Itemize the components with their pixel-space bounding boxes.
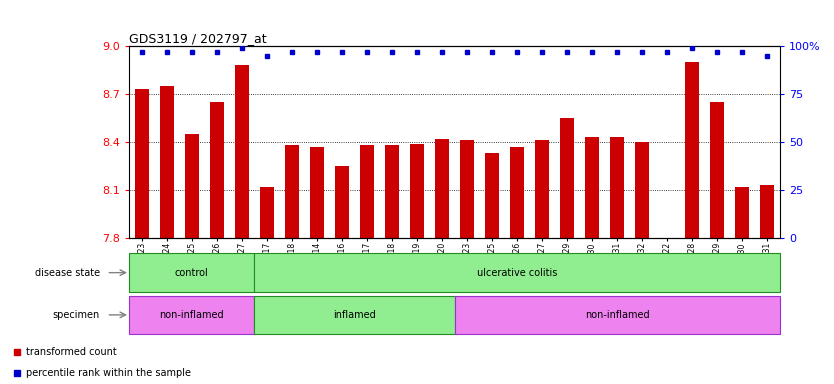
Bar bbox=[686, 62, 699, 238]
Bar bbox=[254, 296, 455, 334]
Bar bbox=[535, 141, 549, 238]
Bar bbox=[460, 141, 474, 238]
Text: disease state: disease state bbox=[35, 268, 100, 278]
Bar bbox=[711, 102, 724, 238]
Bar bbox=[335, 166, 349, 238]
Bar bbox=[736, 187, 749, 238]
Bar bbox=[254, 253, 780, 292]
Bar bbox=[129, 253, 254, 292]
Bar bbox=[210, 102, 224, 238]
Bar bbox=[135, 89, 148, 238]
Bar bbox=[485, 153, 499, 238]
Text: non-inflamed: non-inflamed bbox=[159, 310, 224, 320]
Bar bbox=[235, 65, 249, 238]
Bar bbox=[310, 147, 324, 238]
Text: control: control bbox=[175, 268, 208, 278]
Bar bbox=[636, 142, 649, 238]
Bar bbox=[129, 296, 254, 334]
Bar bbox=[435, 139, 449, 238]
Bar bbox=[610, 137, 624, 238]
Text: inflamed: inflamed bbox=[333, 310, 376, 320]
Bar bbox=[761, 185, 774, 238]
Text: GDS3119 / 202797_at: GDS3119 / 202797_at bbox=[129, 32, 267, 45]
Text: non-inflamed: non-inflamed bbox=[585, 310, 650, 320]
Bar bbox=[455, 296, 780, 334]
Text: ulcerative colitis: ulcerative colitis bbox=[477, 268, 557, 278]
Text: transformed count: transformed count bbox=[27, 347, 117, 358]
Text: specimen: specimen bbox=[53, 310, 100, 320]
Bar bbox=[360, 145, 374, 238]
Bar bbox=[510, 147, 524, 238]
Bar bbox=[285, 145, 299, 238]
Bar bbox=[410, 144, 424, 238]
Bar bbox=[560, 118, 574, 238]
Bar bbox=[585, 137, 599, 238]
Bar bbox=[185, 134, 198, 238]
Bar bbox=[385, 145, 399, 238]
Bar bbox=[160, 86, 173, 238]
Bar bbox=[260, 187, 274, 238]
Text: percentile rank within the sample: percentile rank within the sample bbox=[27, 368, 191, 379]
